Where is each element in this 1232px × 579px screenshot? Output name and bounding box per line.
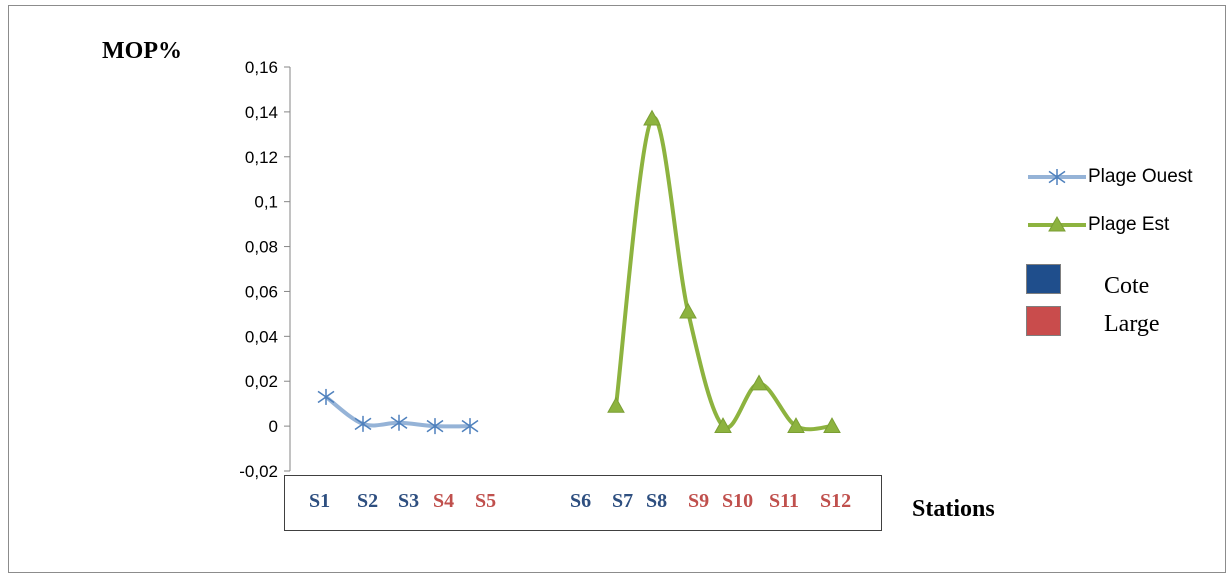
point-plage-ouest <box>390 414 408 431</box>
station-label-s3: S3 <box>398 490 420 512</box>
y-tick-label: 0,06 <box>245 282 278 301</box>
station-label-s11: S11 <box>769 490 800 512</box>
point-plage-est <box>787 417 805 434</box>
station-label-s8: S8 <box>646 490 668 512</box>
point-plage-ouest <box>461 418 479 435</box>
stations-box <box>284 475 882 531</box>
point-plage-est <box>643 109 661 126</box>
x-axis-label: Stations <box>912 496 995 522</box>
point-plage-est <box>750 374 768 391</box>
y-tick-label: 0,1 <box>254 193 278 212</box>
point-plage-est <box>679 302 697 319</box>
y-tick-label: 0,16 <box>245 58 278 77</box>
station-label-s6: S6 <box>570 490 592 512</box>
station-label-s12: S12 <box>820 490 852 512</box>
legend-marker-plage-est <box>1048 215 1066 232</box>
legend-label-plage-est: Plage Est <box>1088 214 1170 235</box>
y-tick-label: 0,02 <box>245 372 278 391</box>
point-plage-ouest <box>426 418 444 435</box>
station-label-s1: S1 <box>309 490 331 512</box>
legend-label-cote: Cote <box>1104 273 1150 299</box>
legend-swatch-cote <box>1026 264 1061 294</box>
y-axis-label: MOP% <box>102 38 182 64</box>
y-tick-label: -0,02 <box>239 462 278 481</box>
station-label-s2: S2 <box>357 490 379 512</box>
station-label-s5: S5 <box>475 490 497 512</box>
y-tick-label: 0,14 <box>245 103 278 122</box>
legend-marker-plage-ouest <box>1048 170 1066 184</box>
legend-label-large: Large <box>1104 311 1160 337</box>
legend-label-plage-ouest: Plage Ouest <box>1088 166 1193 187</box>
station-label-s7: S7 <box>612 490 634 512</box>
series-line-plage-est <box>614 115 833 432</box>
y-tick-label: 0,12 <box>245 148 278 167</box>
y-tick-label: 0,08 <box>245 238 278 257</box>
y-tick-label: 0 <box>269 417 278 436</box>
station-label-s4: S4 <box>433 490 455 512</box>
y-tick-label: 0,04 <box>245 327 278 346</box>
point-plage-est <box>823 417 841 434</box>
legend-swatch-large <box>1026 306 1061 336</box>
point-plage-est <box>607 396 625 413</box>
station-label-s10: S10 <box>722 490 754 512</box>
point-plage-est <box>714 417 732 434</box>
station-label-s9: S9 <box>688 490 710 512</box>
chart-frame <box>8 5 1226 573</box>
point-plage-ouest <box>354 415 372 432</box>
point-plage-ouest <box>317 388 335 405</box>
